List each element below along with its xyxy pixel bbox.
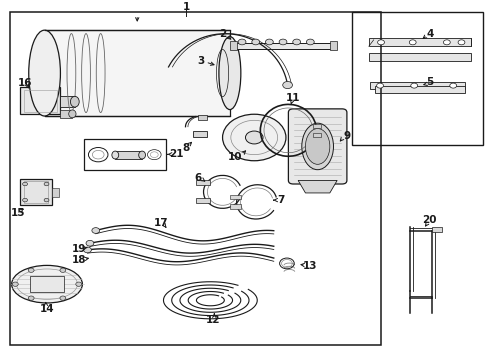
Ellipse shape	[219, 37, 241, 109]
Text: 17: 17	[154, 218, 168, 228]
Circle shape	[28, 296, 34, 300]
Bar	[193, 131, 206, 138]
Circle shape	[292, 39, 300, 45]
Circle shape	[410, 83, 417, 88]
Bar	[60, 110, 72, 118]
Circle shape	[306, 39, 314, 45]
Ellipse shape	[305, 129, 329, 164]
Circle shape	[408, 40, 415, 45]
Text: 3: 3	[197, 55, 204, 66]
Circle shape	[251, 39, 259, 45]
Bar	[329, 41, 336, 50]
Bar	[351, 12, 483, 145]
Circle shape	[83, 247, 91, 253]
Bar	[20, 179, 52, 206]
Bar	[229, 194, 241, 199]
Circle shape	[22, 182, 27, 186]
Text: 5: 5	[426, 77, 432, 87]
Circle shape	[238, 39, 245, 45]
Bar	[369, 82, 465, 89]
Circle shape	[457, 40, 464, 45]
Ellipse shape	[69, 110, 76, 118]
Text: 15: 15	[10, 208, 25, 218]
Text: 20: 20	[422, 216, 436, 225]
Circle shape	[44, 182, 49, 186]
Bar	[195, 198, 210, 203]
Circle shape	[377, 40, 384, 45]
Circle shape	[222, 114, 285, 161]
Bar	[313, 133, 321, 137]
Bar	[23, 90, 57, 112]
Text: 12: 12	[205, 315, 220, 325]
Text: 8: 8	[182, 143, 189, 153]
FancyBboxPatch shape	[288, 109, 346, 184]
Circle shape	[376, 83, 383, 88]
Circle shape	[449, 83, 456, 88]
Bar	[374, 86, 465, 93]
Circle shape	[44, 198, 49, 202]
Text: 21: 21	[169, 149, 183, 159]
Bar	[20, 87, 60, 114]
Circle shape	[60, 296, 66, 300]
Ellipse shape	[112, 151, 119, 159]
Bar	[30, 276, 64, 292]
Text: 4: 4	[425, 29, 432, 39]
Bar	[229, 204, 241, 209]
Bar	[229, 41, 237, 50]
Circle shape	[282, 81, 292, 89]
Bar	[24, 181, 48, 203]
Ellipse shape	[139, 151, 145, 159]
Circle shape	[265, 39, 273, 45]
Text: 9: 9	[343, 131, 350, 141]
Text: 14: 14	[40, 303, 54, 314]
Circle shape	[443, 40, 449, 45]
Bar	[368, 53, 470, 60]
Circle shape	[76, 282, 81, 286]
Circle shape	[86, 240, 94, 246]
Bar	[313, 123, 321, 128]
Ellipse shape	[70, 96, 79, 107]
Bar	[83, 139, 166, 170]
Text: 7: 7	[277, 195, 284, 205]
Circle shape	[60, 268, 66, 273]
Bar	[368, 39, 470, 46]
Bar	[115, 151, 142, 159]
Ellipse shape	[12, 265, 82, 303]
Circle shape	[22, 198, 27, 202]
Text: 10: 10	[227, 152, 242, 162]
Text: 19: 19	[71, 244, 86, 254]
Bar	[52, 188, 59, 197]
Text: 18: 18	[71, 255, 86, 265]
Text: 16: 16	[18, 78, 32, 88]
Text: 1: 1	[182, 2, 189, 12]
Text: 13: 13	[303, 261, 317, 271]
Text: 11: 11	[285, 93, 300, 103]
Text: 2: 2	[219, 29, 226, 39]
Bar	[198, 114, 206, 120]
Polygon shape	[298, 180, 336, 193]
Text: 6: 6	[194, 172, 202, 183]
Bar	[234, 43, 331, 49]
Bar	[10, 12, 380, 345]
Circle shape	[245, 131, 263, 144]
Circle shape	[12, 282, 18, 286]
Bar	[195, 180, 210, 185]
Bar	[60, 96, 75, 107]
Ellipse shape	[301, 123, 333, 170]
Circle shape	[28, 268, 34, 273]
Circle shape	[279, 39, 286, 45]
Bar	[431, 227, 442, 232]
Bar	[44, 30, 229, 116]
Ellipse shape	[29, 30, 61, 116]
Circle shape	[92, 228, 100, 233]
